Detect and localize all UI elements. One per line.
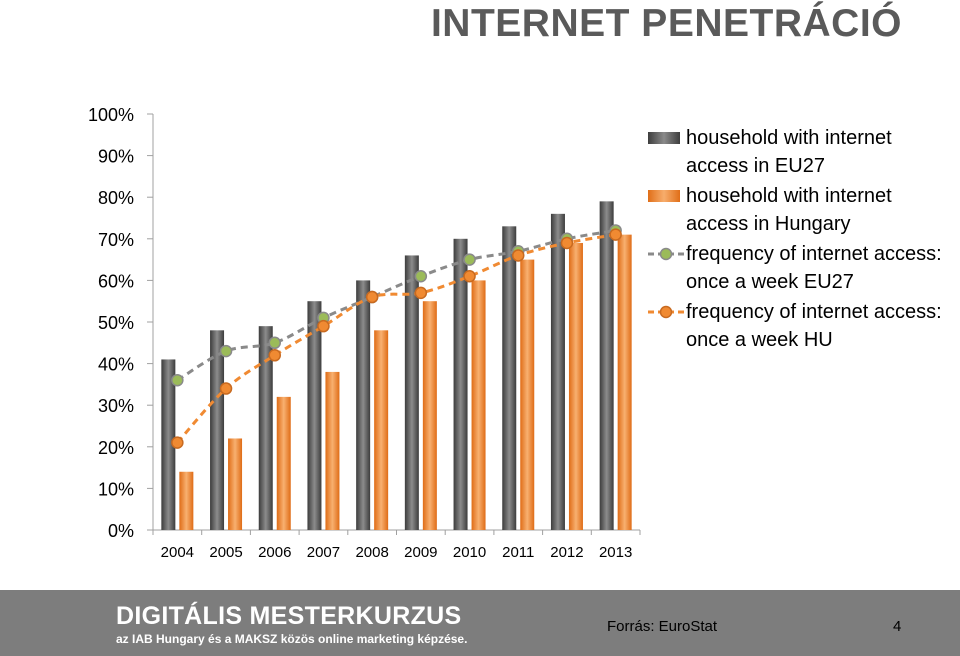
bar-eu27-household — [210, 330, 225, 530]
marker-hu-weekly — [171, 436, 184, 449]
y-tick-label: 0% — [108, 521, 134, 541]
legend-swatch-hu-weekly — [648, 305, 684, 319]
y-tick-label: 30% — [98, 396, 134, 416]
marker-hu-weekly — [609, 228, 622, 241]
legend-item-hungary-household: household with internet access in Hungar… — [648, 182, 948, 238]
legend-label: frequency of internet access: once a wee… — [686, 243, 942, 293]
x-tick-label: 2010 — [453, 544, 486, 561]
chart-lines — [171, 224, 622, 449]
y-tick-label: 100% — [88, 105, 134, 125]
bar-eu27-household — [550, 213, 565, 530]
marker-eu27-weekly — [463, 253, 476, 266]
bar-eu27-household — [599, 201, 614, 531]
chart: 0% 10% 20% 30% 40% 50% 60% 70% 80% 90% 100% 2004 200… — [88, 105, 641, 561]
marker-hu-weekly — [268, 349, 281, 362]
bar-eu27-household — [258, 326, 273, 530]
marker-eu27-weekly — [219, 344, 233, 358]
bar-hungary-household — [568, 242, 583, 530]
source-note: Forrás: EuroStat — [607, 618, 718, 635]
bar-eu27-household — [453, 238, 468, 531]
bar-hungary-household — [374, 330, 389, 530]
x-tick-label: 2008 — [355, 544, 388, 561]
marker-eu27-weekly — [268, 336, 281, 350]
legend-label: frequency of internet access: once a wee… — [686, 301, 942, 351]
y-tick-label: 20% — [98, 438, 134, 458]
bar-eu27-household — [404, 255, 419, 530]
slide-title: INTERNET PENETRÁCIÓ — [430, 2, 902, 45]
bar-eu27-household — [356, 280, 371, 530]
y-tick-label: 10% — [98, 479, 134, 499]
y-tick-label: 80% — [98, 188, 134, 208]
marker-eu27-weekly — [171, 373, 184, 387]
x-tick-label: 2005 — [209, 544, 242, 561]
x-tick-label: 2004 — [161, 544, 194, 561]
x-tick-label: 2007 — [307, 544, 340, 561]
chart-tick-labels: 0% 10% 20% 30% 40% 50% 60% 70% 80% 90% 100% 2004 200… — [88, 105, 632, 561]
marker-hu-weekly — [463, 269, 476, 283]
bar-hungary-household — [179, 471, 194, 530]
y-tick-label: 40% — [98, 355, 134, 375]
bar-hungary-household — [617, 234, 632, 530]
bar-eu27-household — [161, 359, 176, 530]
line-hu-weekly — [176, 233, 616, 444]
x-tick-label: 2011 — [502, 544, 534, 561]
footer-bar: DIGITÁLIS MESTERKURZUS az IAB Hungary és… — [0, 590, 960, 656]
y-tick-label: 90% — [98, 147, 134, 167]
legend-item-eu27-weekly: frequency of internet access: once a wee… — [648, 240, 948, 296]
x-tick-label: 2009 — [404, 544, 437, 561]
legend-item-hu-weekly: frequency of internet access: once a wee… — [648, 298, 948, 354]
marker-hu-weekly — [560, 236, 574, 250]
y-tick-label: 60% — [98, 271, 134, 291]
y-tick-label: 70% — [98, 230, 134, 250]
chart-bars — [161, 201, 632, 531]
legend-item-eu27-household: household with internet access in EU27 — [648, 124, 948, 180]
bar-eu27-household — [307, 301, 322, 530]
legend-swatch-eu27-household — [648, 132, 680, 144]
marker-hu-weekly — [219, 382, 233, 395]
legend-label: household with internet access in EU27 — [686, 127, 892, 177]
page-number: 4 — [893, 618, 902, 635]
bar-hungary-household — [520, 259, 535, 530]
marker-hu-weekly — [317, 319, 330, 333]
footer-tagline: az IAB Hungary és a MAKSZ közös online m… — [116, 632, 468, 646]
chart-legend: household with internet access in EU27 h… — [648, 124, 948, 356]
bar-hungary-household — [422, 301, 437, 530]
legend-swatch-eu27-weekly — [648, 247, 684, 261]
marker-eu27-weekly — [414, 269, 428, 283]
line-eu27-weekly — [176, 229, 616, 382]
x-tick-label: 2013 — [599, 544, 632, 561]
y-tick-label: 50% — [98, 313, 134, 333]
x-tick-label: 2012 — [550, 544, 583, 561]
footer-logo: DIGITÁLIS MESTERKURZUS — [116, 602, 462, 630]
x-tick-label: 2006 — [258, 544, 291, 561]
marker-hu-weekly — [414, 286, 428, 300]
bar-hungary-household — [228, 438, 243, 530]
marker-hu-weekly — [512, 249, 525, 262]
legend-swatch-hungary-household — [648, 190, 680, 202]
bar-hungary-household — [325, 371, 340, 530]
bar-hungary-household — [471, 280, 486, 530]
legend-label: household with internet access in Hungar… — [686, 185, 892, 235]
marker-hu-weekly — [365, 290, 379, 304]
bar-hungary-household — [276, 396, 291, 530]
bar-eu27-household — [502, 226, 517, 530]
